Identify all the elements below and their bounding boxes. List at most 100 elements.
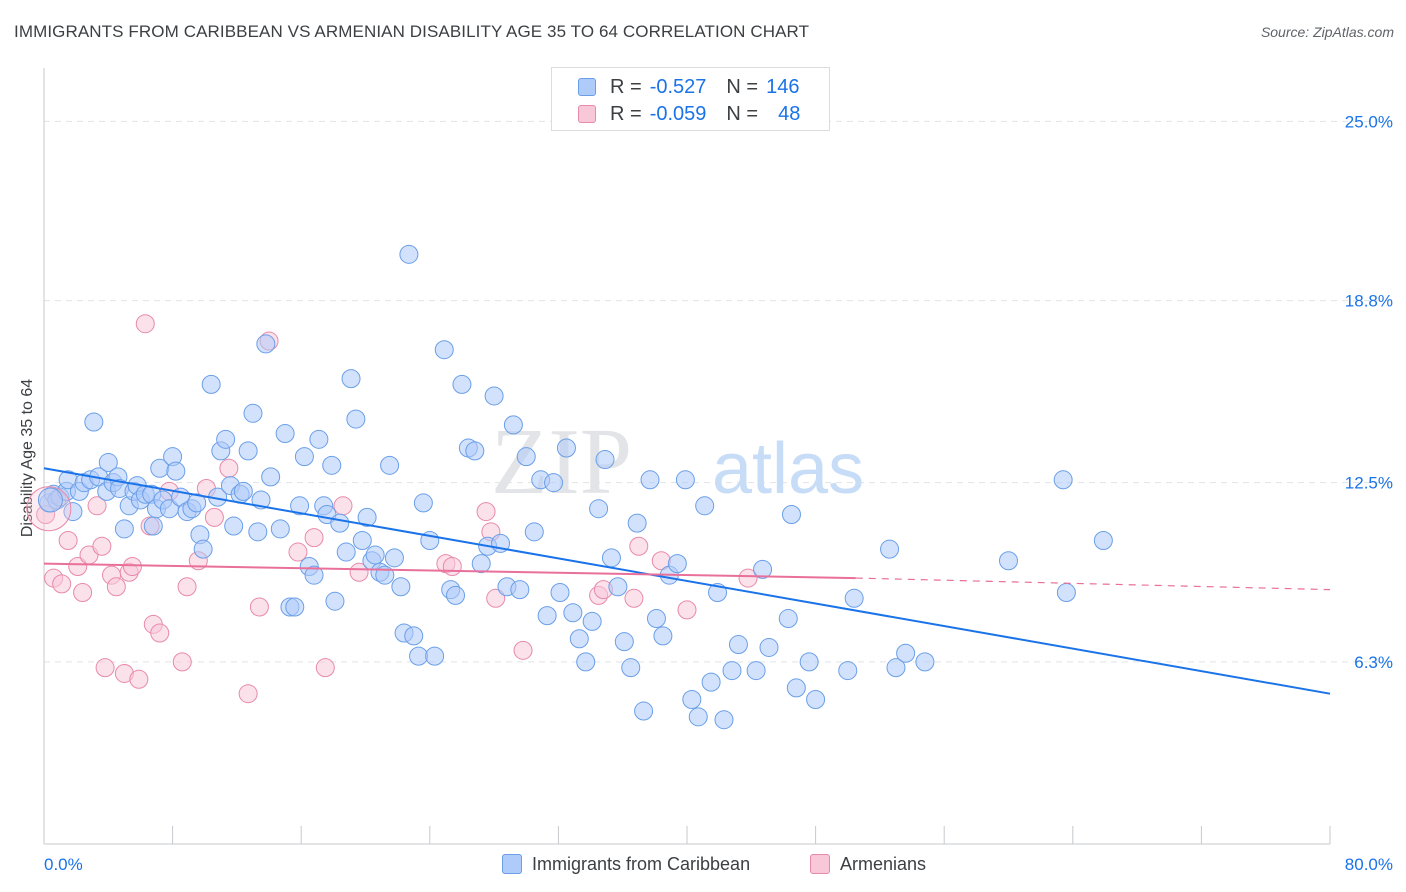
stats-legend-row-caribbean: R = -0.527 N = 146 xyxy=(578,75,799,99)
armenians-point xyxy=(58,530,78,550)
caribbean-point xyxy=(688,707,708,727)
caribbean-point xyxy=(452,374,472,394)
caribbean-point xyxy=(614,632,634,652)
caribbean-point xyxy=(778,609,798,629)
caribbean-point xyxy=(563,603,583,623)
caribbean-point xyxy=(646,609,666,629)
caribbean-point xyxy=(608,577,628,597)
armenians-point xyxy=(288,542,308,562)
caribbean-point xyxy=(346,409,366,429)
armenians-point xyxy=(315,658,335,678)
caribbean-point xyxy=(759,637,779,657)
caribbean-point xyxy=(270,519,290,539)
armenians-point xyxy=(249,597,269,617)
caribbean-point xyxy=(399,244,419,264)
caribbean-point xyxy=(880,539,900,559)
armenians-point xyxy=(624,588,644,608)
armenians-point xyxy=(513,640,533,660)
caribbean-point xyxy=(799,652,819,672)
caribbean-point xyxy=(465,441,485,461)
armenians-point xyxy=(68,557,88,577)
caribbean-point xyxy=(143,516,163,536)
caribbean-point xyxy=(238,441,258,461)
armenians-point xyxy=(476,502,496,522)
caribbean-point xyxy=(290,496,310,516)
r-label: R = xyxy=(610,75,642,98)
caribbean-point xyxy=(304,565,324,585)
y-tick-label: 18.8% xyxy=(1345,292,1393,311)
stats-legend-row-armenians: R = -0.059 N = 48 xyxy=(578,102,800,126)
armenians-point xyxy=(219,458,239,478)
caribbean-point xyxy=(556,438,576,458)
caribbean-point xyxy=(601,548,621,568)
caribbean-point xyxy=(746,661,766,681)
caribbean-point xyxy=(915,652,935,672)
caribbean-point xyxy=(193,539,213,559)
caribbean-point xyxy=(243,403,263,423)
n-label: N = xyxy=(726,102,759,125)
armenians-point xyxy=(52,574,72,594)
caribbean-point xyxy=(537,606,557,626)
caribbean-point xyxy=(701,672,721,692)
legend-label: Armenians xyxy=(840,853,927,874)
caribbean-point xyxy=(682,689,702,709)
armenians-legend-swatch xyxy=(810,854,830,874)
caribbean-point xyxy=(224,516,244,536)
caribbean-point xyxy=(166,461,186,481)
armenians-point xyxy=(135,314,155,334)
armenians-point xyxy=(150,623,170,643)
armenians-point xyxy=(349,562,369,582)
n-value: 48 xyxy=(778,102,801,125)
caribbean-point xyxy=(357,507,377,527)
armenians-trend-line xyxy=(43,562,856,580)
caribbean-point xyxy=(391,577,411,597)
n-label: N = xyxy=(726,75,759,98)
caribbean-point xyxy=(309,429,329,449)
caribbean-point xyxy=(37,487,63,513)
caribbean-point xyxy=(695,496,715,516)
caribbean-point xyxy=(409,646,429,666)
n-value: 146 xyxy=(766,75,800,98)
caribbean-point xyxy=(336,542,356,562)
armenians-point xyxy=(172,652,192,672)
caribbean-point xyxy=(471,554,491,574)
armenians-point xyxy=(106,577,126,597)
armenians-trend-extension xyxy=(855,577,1331,591)
caribbean-point xyxy=(216,429,236,449)
caribbean-point xyxy=(595,450,615,470)
caribbean-point xyxy=(999,551,1018,571)
caribbean-point xyxy=(627,513,647,533)
caribbean-point xyxy=(84,412,104,432)
caribbean-point xyxy=(114,519,134,539)
caribbean-point xyxy=(838,661,858,681)
caribbean-point xyxy=(569,629,589,649)
caribbean-point xyxy=(380,455,400,475)
armenians-point xyxy=(738,568,758,588)
y-tick-label: 6.3% xyxy=(1354,653,1393,672)
caribbean-point xyxy=(844,588,864,608)
caribbean-point xyxy=(753,559,773,579)
caribbean-point xyxy=(714,710,734,730)
x-tick-label: 80.0% xyxy=(1345,855,1393,874)
caribbean-point xyxy=(484,386,504,406)
caribbean-point xyxy=(576,652,596,672)
armenians-point xyxy=(304,528,324,548)
caribbean-point xyxy=(294,447,314,467)
armenians-point xyxy=(333,496,353,516)
caribbean-point xyxy=(1093,530,1113,550)
caribbean-point xyxy=(413,493,433,513)
caribbean-point xyxy=(640,470,660,490)
caribbean-point xyxy=(722,661,742,681)
caribbean-point xyxy=(63,502,83,522)
chart-title: IMMIGRANTS FROM CARIBBEAN VS ARMENIAN DI… xyxy=(14,22,810,41)
caribbean-point xyxy=(341,369,361,389)
caribbean-point xyxy=(675,470,695,490)
caribbean-legend-swatch xyxy=(502,854,522,874)
caribbean-point xyxy=(325,591,345,611)
caribbean-point xyxy=(1056,583,1076,603)
x-tick-label: 0.0% xyxy=(44,855,83,874)
caribbean-point xyxy=(653,626,673,646)
caribbean-point xyxy=(233,481,253,501)
caribbean-point xyxy=(285,597,305,617)
